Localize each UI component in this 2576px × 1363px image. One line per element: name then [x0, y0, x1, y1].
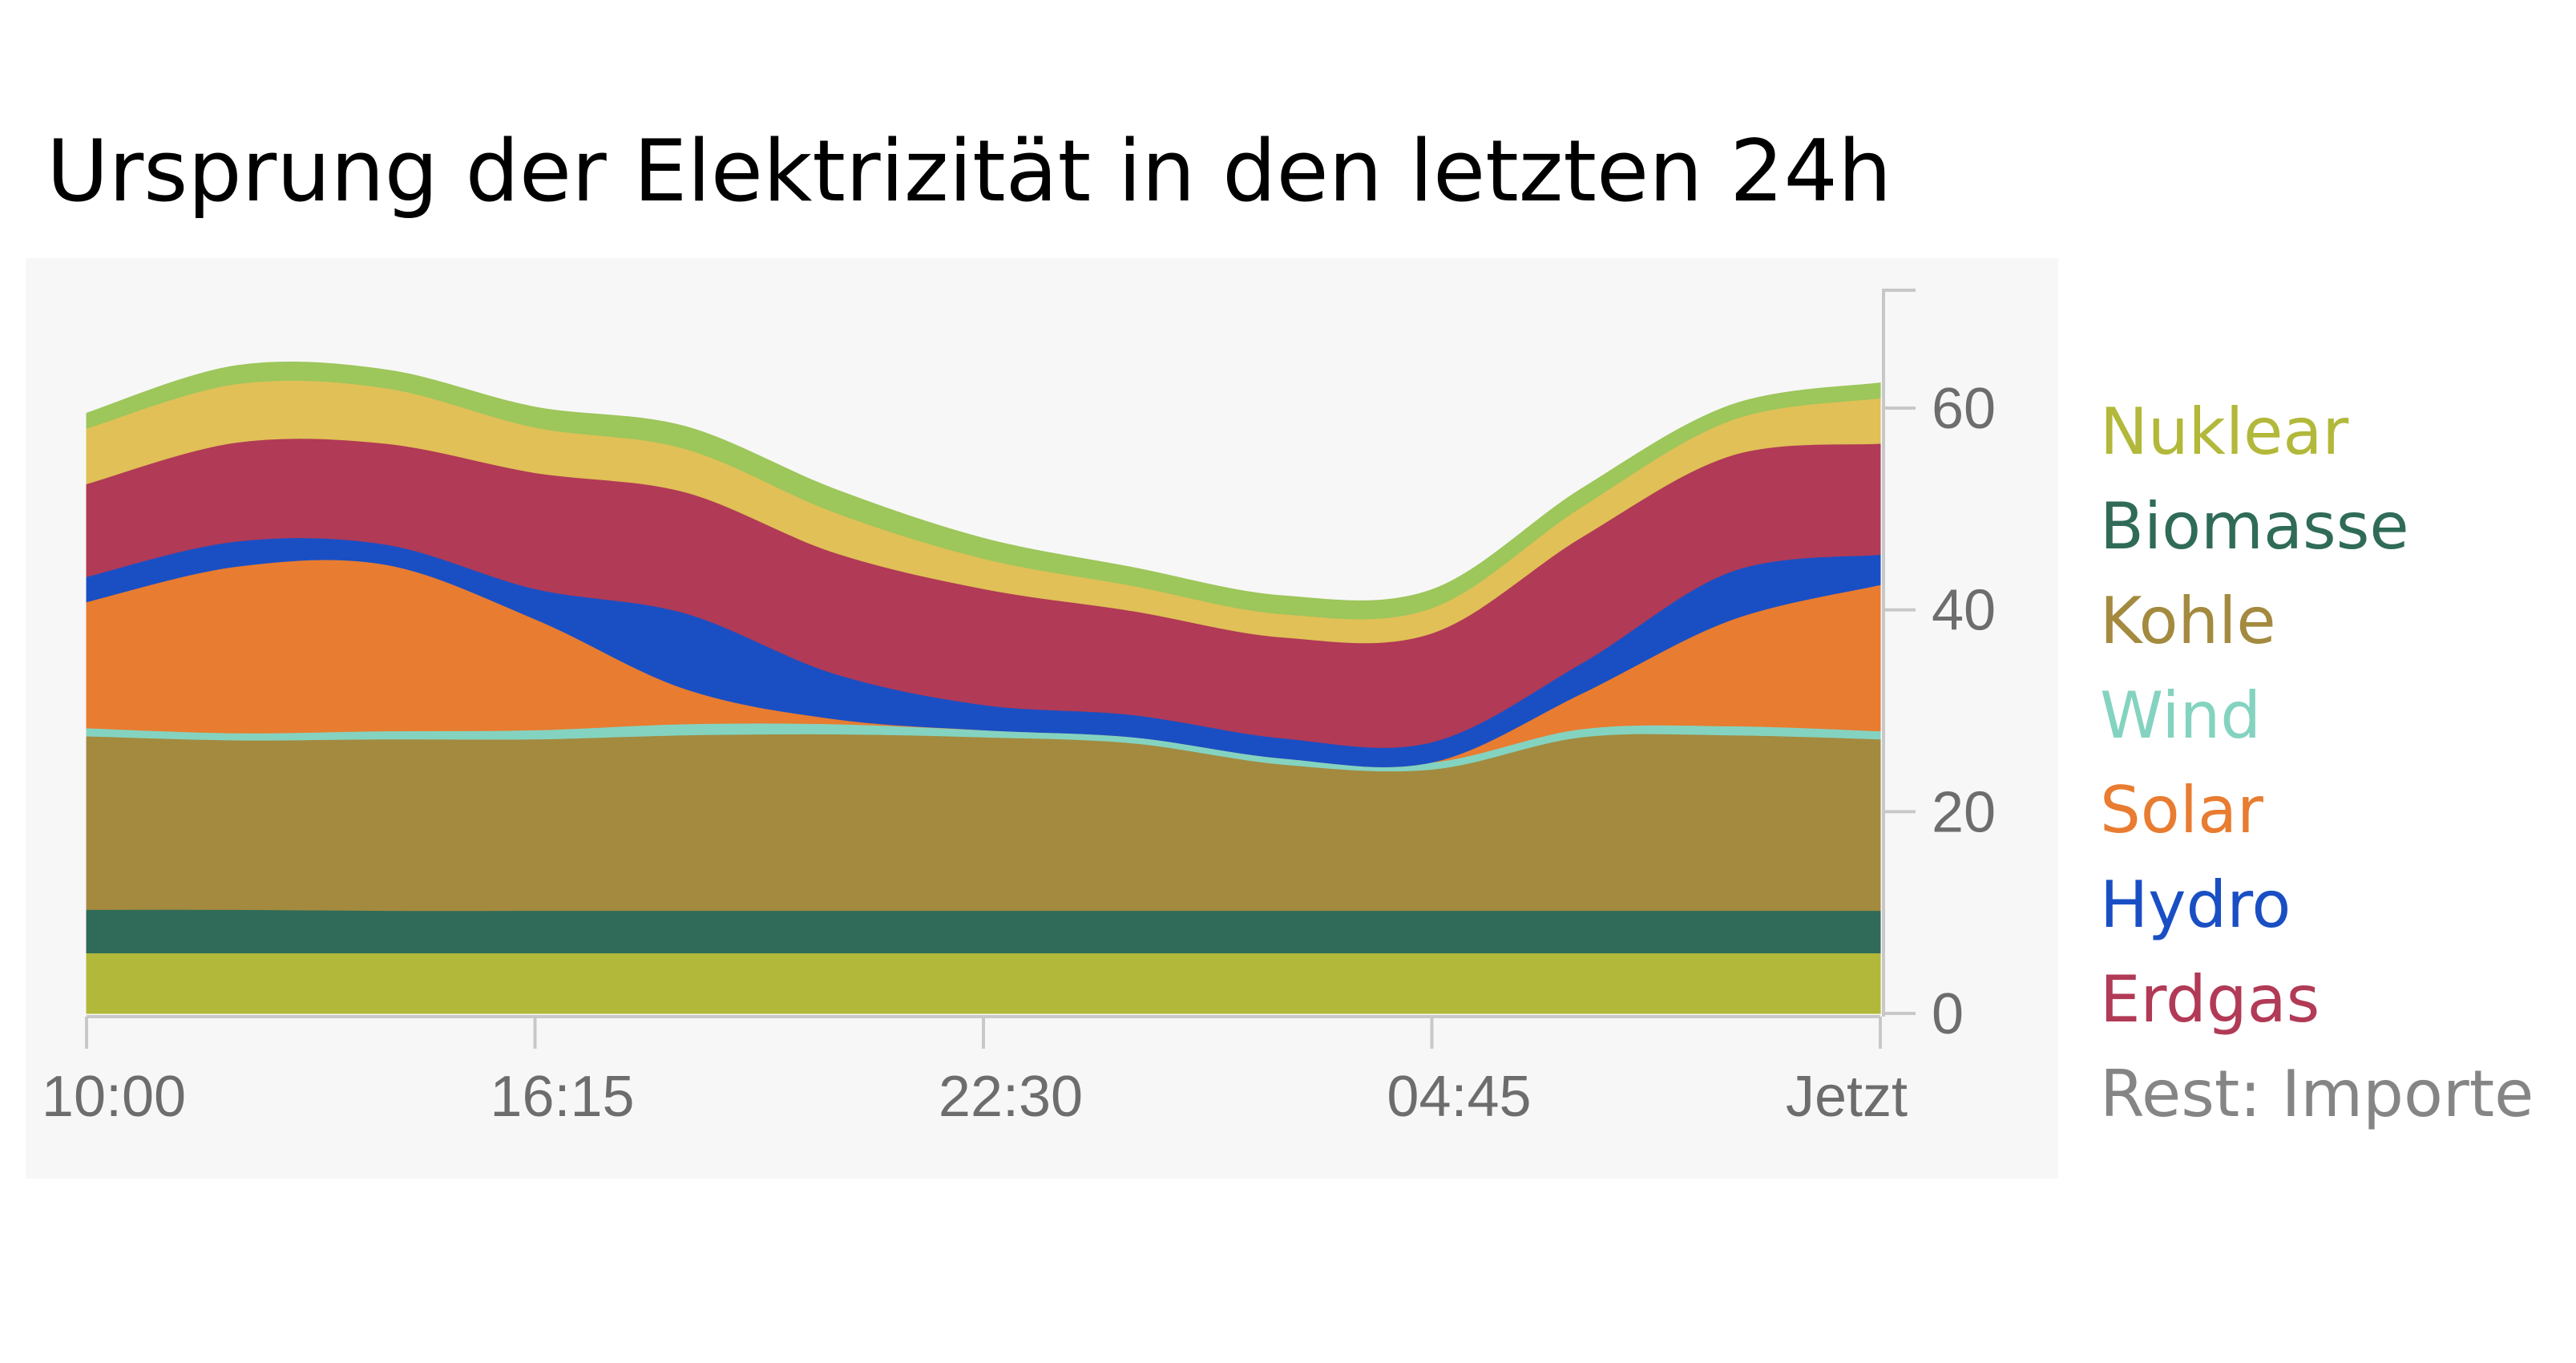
stacked-area-chart: 0 20 40 60 10:00 16:15 22:30 04:45 Jetzt [42, 289, 1996, 1129]
y-tick-label: 40 [1932, 579, 1996, 643]
chart-axes: 0 20 40 60 10:00 16:15 22:30 04:45 Jetzt [42, 289, 1996, 1129]
x-tick-label: 16:15 [490, 1065, 634, 1129]
x-tick-label: 04:45 [1387, 1065, 1531, 1129]
area-series-kohle [86, 733, 1881, 912]
legend-item: Hydro [2100, 868, 2291, 942]
area-series-biomasse [86, 908, 1881, 953]
legend: Nuklear Biomasse Kohle Wind Solar Hydro Erdgas… [2100, 385, 2534, 1142]
x-tick-label: 10:00 [42, 1065, 186, 1129]
legend-item: Wind [2100, 678, 2262, 753]
chart-title: Ursprung der Elektrizität in den letzten… [46, 122, 1892, 220]
y-tick-label: 0 [1932, 982, 1964, 1046]
y-tick-label: 20 [1932, 780, 1996, 844]
chart-areas [86, 362, 1881, 1014]
legend-item: Nuklear [2100, 394, 2349, 469]
legend-item: Kohle [2100, 584, 2276, 658]
legend-item: Erdgas [2100, 962, 2320, 1037]
chart-panel: 0 20 40 60 10:00 16:15 22:30 04:45 Jetzt [26, 258, 2058, 1179]
legend-item: Solar [2100, 773, 2263, 847]
x-tick-label: 22:30 [939, 1065, 1083, 1129]
area-series-band-8 [86, 362, 1881, 620]
y-tick-label: 60 [1932, 377, 1996, 441]
legend-item: Biomasse [2100, 489, 2409, 564]
legend-item: Rest: Importe [2100, 1057, 2534, 1131]
area-series-nuklear [86, 952, 1881, 1014]
x-tick-label: Jetzt [1786, 1065, 1908, 1129]
